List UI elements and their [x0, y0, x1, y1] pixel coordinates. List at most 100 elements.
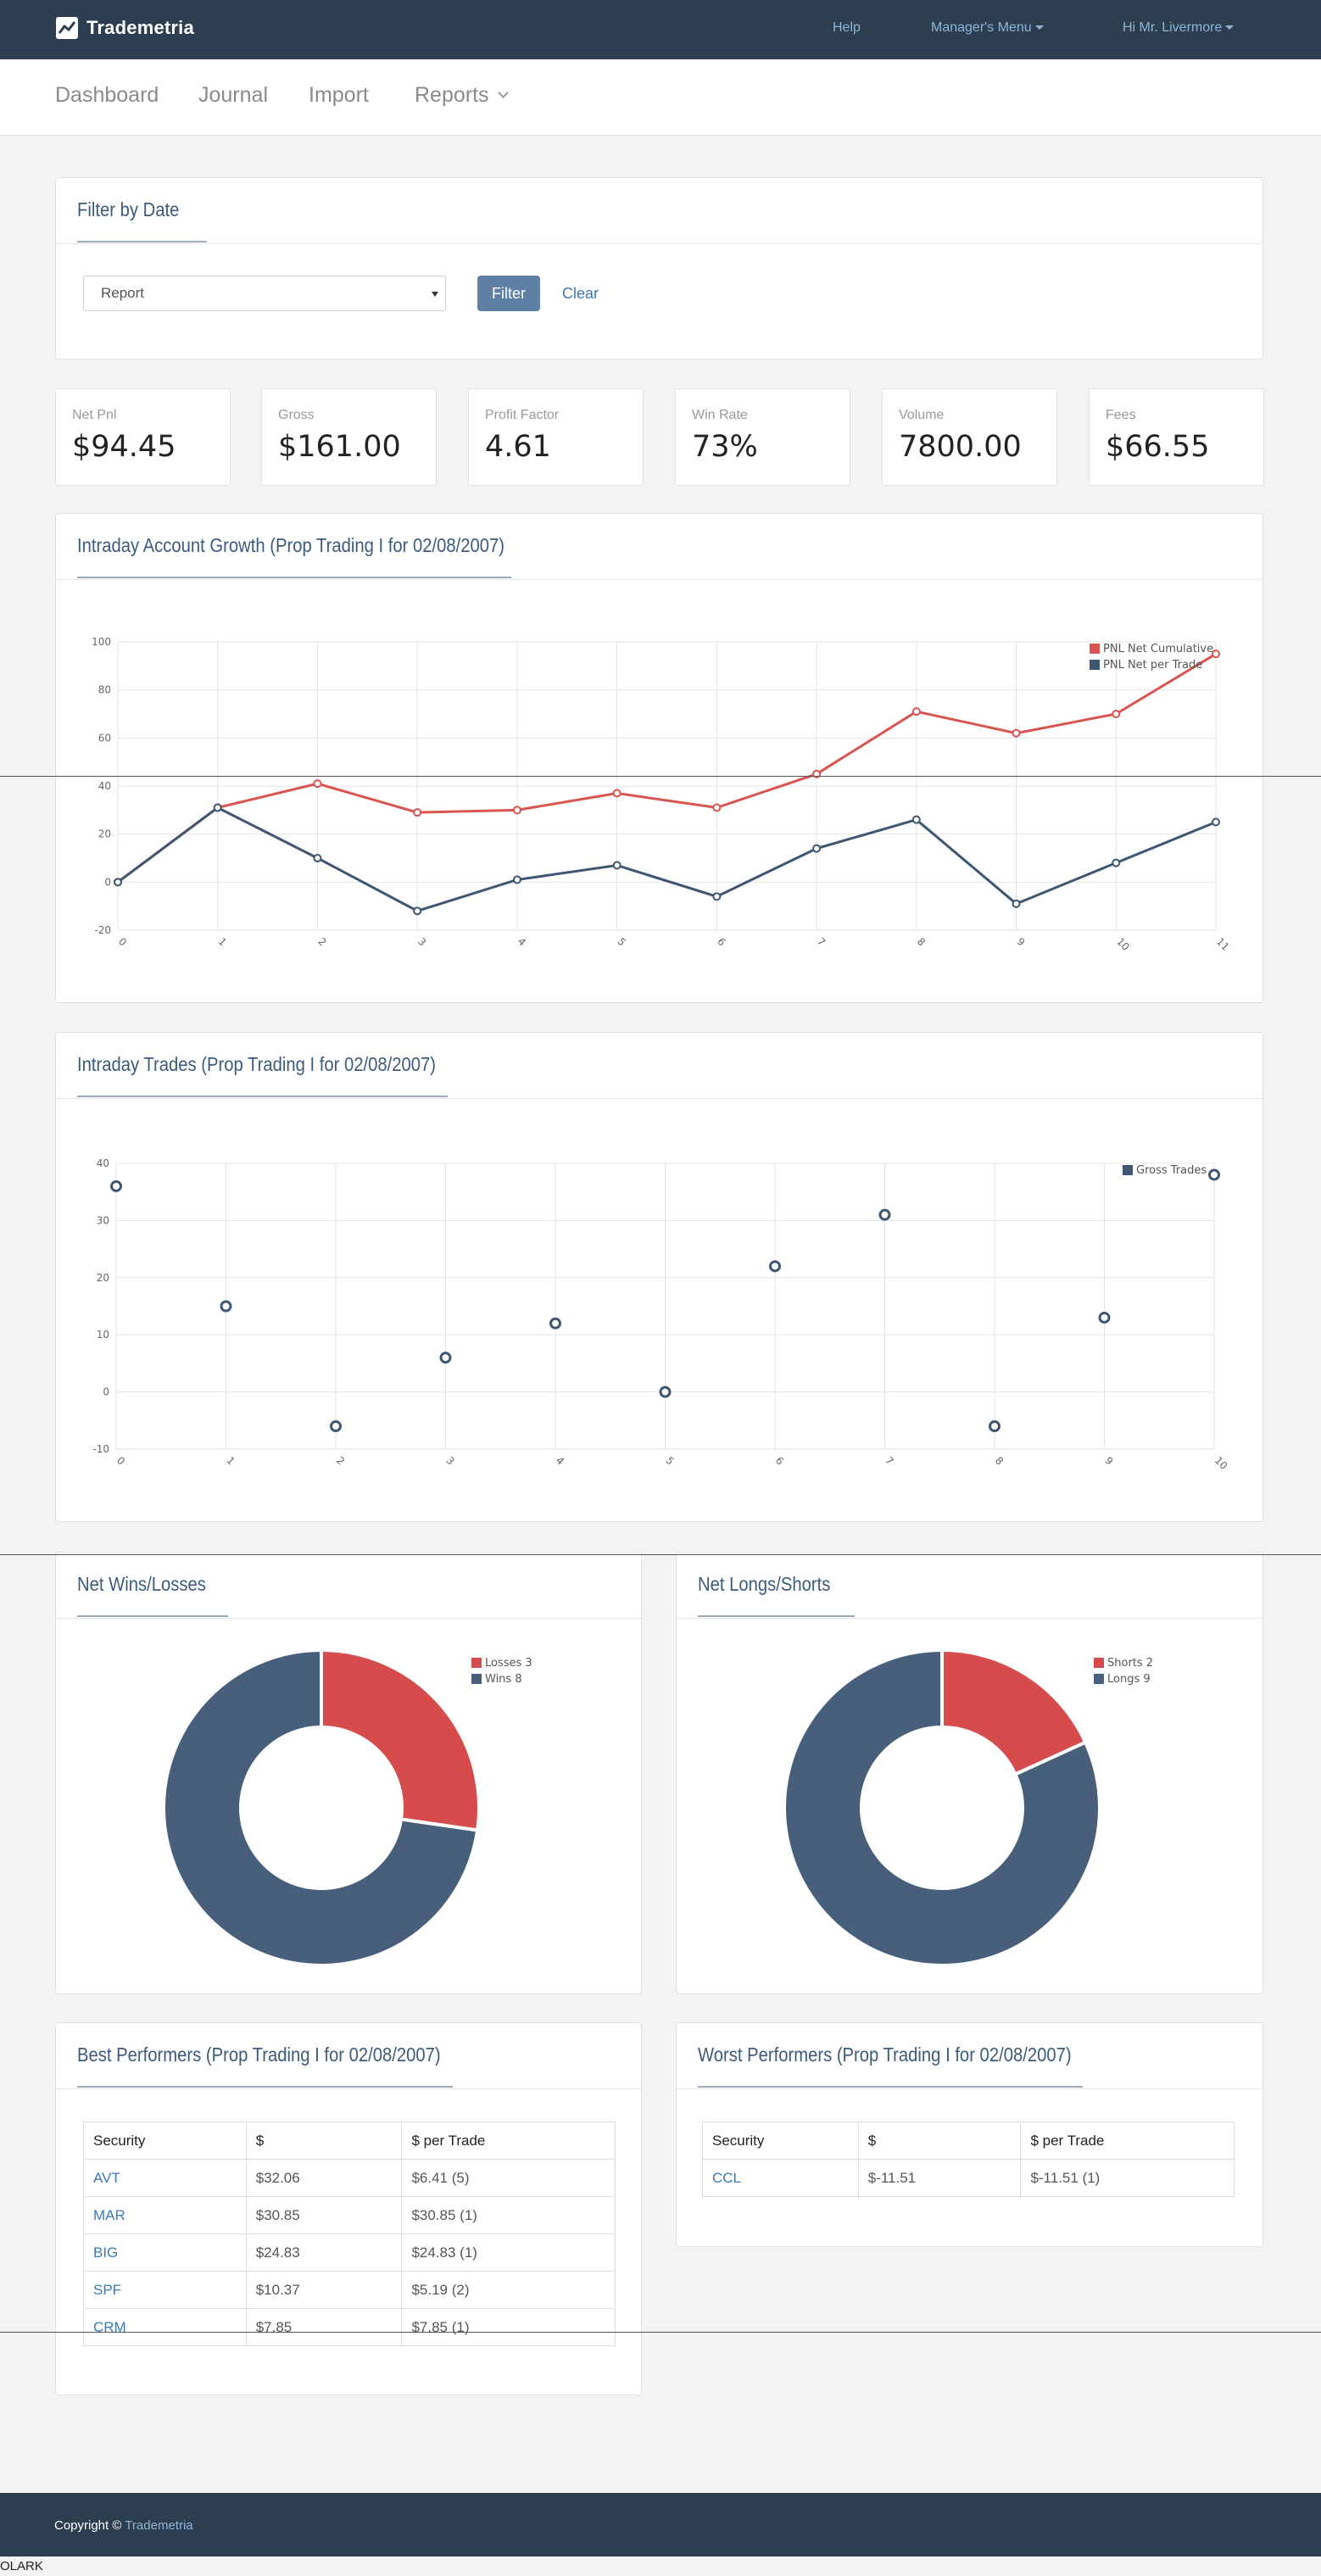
panel-header: Intraday Account Growth (Prop Trading I …: [56, 514, 1262, 580]
stat-card-net-pnl: Net Pnl $94.45: [55, 388, 231, 486]
filter-button[interactable]: Filter: [477, 276, 540, 311]
footer-brand-link[interactable]: Trademetria: [125, 2518, 193, 2533]
x-tick-label: 2: [334, 1454, 347, 1467]
per-trade-cell: $24.83 (1): [401, 2233, 616, 2272]
longs-shorts-panel: Net Longs/Shorts Shorts 2 Longs 9: [676, 1552, 1263, 1994]
nav-journal[interactable]: Journal: [198, 83, 268, 107]
title-underline: [77, 1615, 228, 1617]
column-header-per-trade[interactable]: $ per Trade: [401, 2122, 616, 2160]
series-line: [117, 652, 1217, 884]
brand[interactable]: Trademetria: [56, 17, 194, 39]
x-tick-label: 5: [616, 935, 628, 948]
security-link[interactable]: BIG: [83, 2233, 247, 2272]
column-header-amount[interactable]: $: [245, 2122, 403, 2160]
x-tick-label: 0: [114, 1454, 127, 1467]
guide-line: [0, 776, 1321, 777]
x-tick-label: 10: [1212, 1454, 1230, 1472]
panel-header: Net Wins/Losses: [56, 1553, 641, 1619]
best-performers-panel: Best Performers (Prop Trading I for 02/0…: [55, 2022, 642, 2395]
y-tick-label: 30: [97, 1214, 109, 1226]
table-row: BIG $24.83 $24.83 (1): [83, 2233, 616, 2272]
column-header-amount[interactable]: $: [857, 2122, 1022, 2160]
panel-title: Worst Performers (Prop Trading I for 02/…: [698, 2044, 1072, 2066]
x-tick-label: 6: [773, 1454, 786, 1467]
data-point: [1112, 710, 1121, 718]
data-point: [911, 707, 921, 716]
intraday-trades-chart: -10 0 10 20 30 40 0 1 2 3 4 5 6 7 8 9 10 Gross Trades: [92, 1157, 1230, 1472]
amount-cell: $30.85: [245, 2196, 403, 2234]
table-row: MAR $30.85 $30.85 (1): [83, 2196, 616, 2234]
security-link[interactable]: CCL: [702, 2159, 859, 2197]
data-point: [439, 1352, 452, 1364]
x-tick-label: 11: [1214, 935, 1232, 953]
data-point: [1098, 1311, 1111, 1324]
data-point: [1212, 817, 1220, 827]
series-line: [117, 806, 1217, 912]
data-point: [313, 779, 322, 789]
x-tick-label: 6: [715, 935, 727, 948]
stat-label: Fees: [1106, 408, 1136, 422]
y-tick-label: 20: [97, 1272, 109, 1284]
table-row: SPF $10.37 $5.19 (2): [83, 2271, 616, 2309]
y-tick-label: 0: [104, 876, 111, 888]
help-link[interactable]: Help: [833, 20, 861, 35]
x-tick-label: 8: [993, 1454, 1006, 1467]
security-link[interactable]: MAR: [83, 2196, 247, 2234]
pie-slice: [940, 1648, 1088, 1777]
managers-menu-label: Manager's Menu: [931, 20, 1032, 35]
amount-cell: $-11.51: [857, 2159, 1022, 2197]
nav-reports-label: Reports: [415, 83, 489, 107]
y-tick-label: -10: [92, 1443, 109, 1455]
data-point: [1208, 1168, 1220, 1181]
table-row: AVT $32.06 $6.41 (5): [83, 2159, 616, 2197]
y-tick-label: 60: [98, 732, 111, 744]
account-growth-chart: -20 0 20 40 60 80 100 0 1 2 3 4 5 6 7 8 9 10 11 PNL Net Cum…: [92, 636, 1232, 953]
report-select-value: Report: [101, 285, 145, 301]
stat-label: Gross: [278, 408, 315, 422]
pie-slice: [320, 1648, 481, 1832]
security-link[interactable]: CRM: [83, 2308, 247, 2346]
report-select[interactable]: Report: [83, 276, 446, 311]
panel-title: Intraday Account Growth (Prop Trading I …: [77, 534, 505, 556]
stat-card-fees: Fees $66.55: [1089, 388, 1264, 486]
data-point: [114, 878, 122, 887]
y-tick-label: 100: [92, 636, 111, 648]
table-row: CCL $-11.51 $-11.51 (1): [702, 2159, 1235, 2197]
worst-performers-panel: Worst Performers (Prop Trading I for 02/…: [676, 2022, 1263, 2247]
security-link[interactable]: AVT: [83, 2159, 247, 2197]
stat-label: Win Rate: [692, 408, 748, 422]
data-point: [413, 808, 422, 817]
per-trade-cell: $-11.51 (1): [1020, 2159, 1235, 2197]
column-header-per-trade[interactable]: $ per Trade: [1020, 2122, 1235, 2160]
data-point: [1012, 899, 1021, 908]
data-point: [812, 844, 822, 853]
table-header-row: Security $ $ per Trade: [83, 2122, 616, 2160]
brand-name: Trademetria: [86, 17, 194, 38]
table-row: CRM $7.85 $7.85 (1): [83, 2308, 616, 2346]
column-header-security[interactable]: Security: [83, 2122, 247, 2160]
data-point: [313, 854, 322, 862]
column-header-security[interactable]: Security: [702, 2122, 859, 2160]
intraday-trades-panel: Intraday Trades (Prop Trading I for 02/0…: [55, 1032, 1263, 1522]
clear-link[interactable]: Clear: [562, 285, 599, 302]
amount-cell: $24.83: [245, 2233, 403, 2272]
managers-menu[interactable]: Manager's Menu: [931, 20, 1044, 36]
nav-dashboard[interactable]: Dashboard: [55, 83, 159, 107]
footer-copyright: Copyright © Trademetria: [54, 2518, 193, 2533]
amount-cell: $7.85: [245, 2308, 403, 2346]
security-link[interactable]: SPF: [83, 2271, 247, 2309]
panel-header: Filter by Date: [56, 178, 1262, 244]
stat-value: 7800.00: [899, 430, 1022, 464]
olark-chat-tab[interactable]: OLARK: [0, 2559, 43, 2573]
stat-label: Volume: [899, 408, 945, 422]
legend-label: PNL Net Cumulative: [1103, 643, 1213, 655]
pie-slice: [783, 1648, 1101, 1967]
title-underline: [77, 241, 207, 243]
pie-slice: [162, 1648, 480, 1967]
user-menu[interactable]: Hi Mr. Livermore: [1123, 20, 1235, 36]
x-tick-label: 1: [224, 1454, 237, 1467]
nav-reports[interactable]: Reports: [415, 83, 509, 108]
account-growth-panel: Intraday Account Growth (Prop Trading I …: [55, 513, 1263, 1003]
data-point: [989, 1420, 1001, 1433]
nav-import[interactable]: Import: [309, 83, 369, 107]
